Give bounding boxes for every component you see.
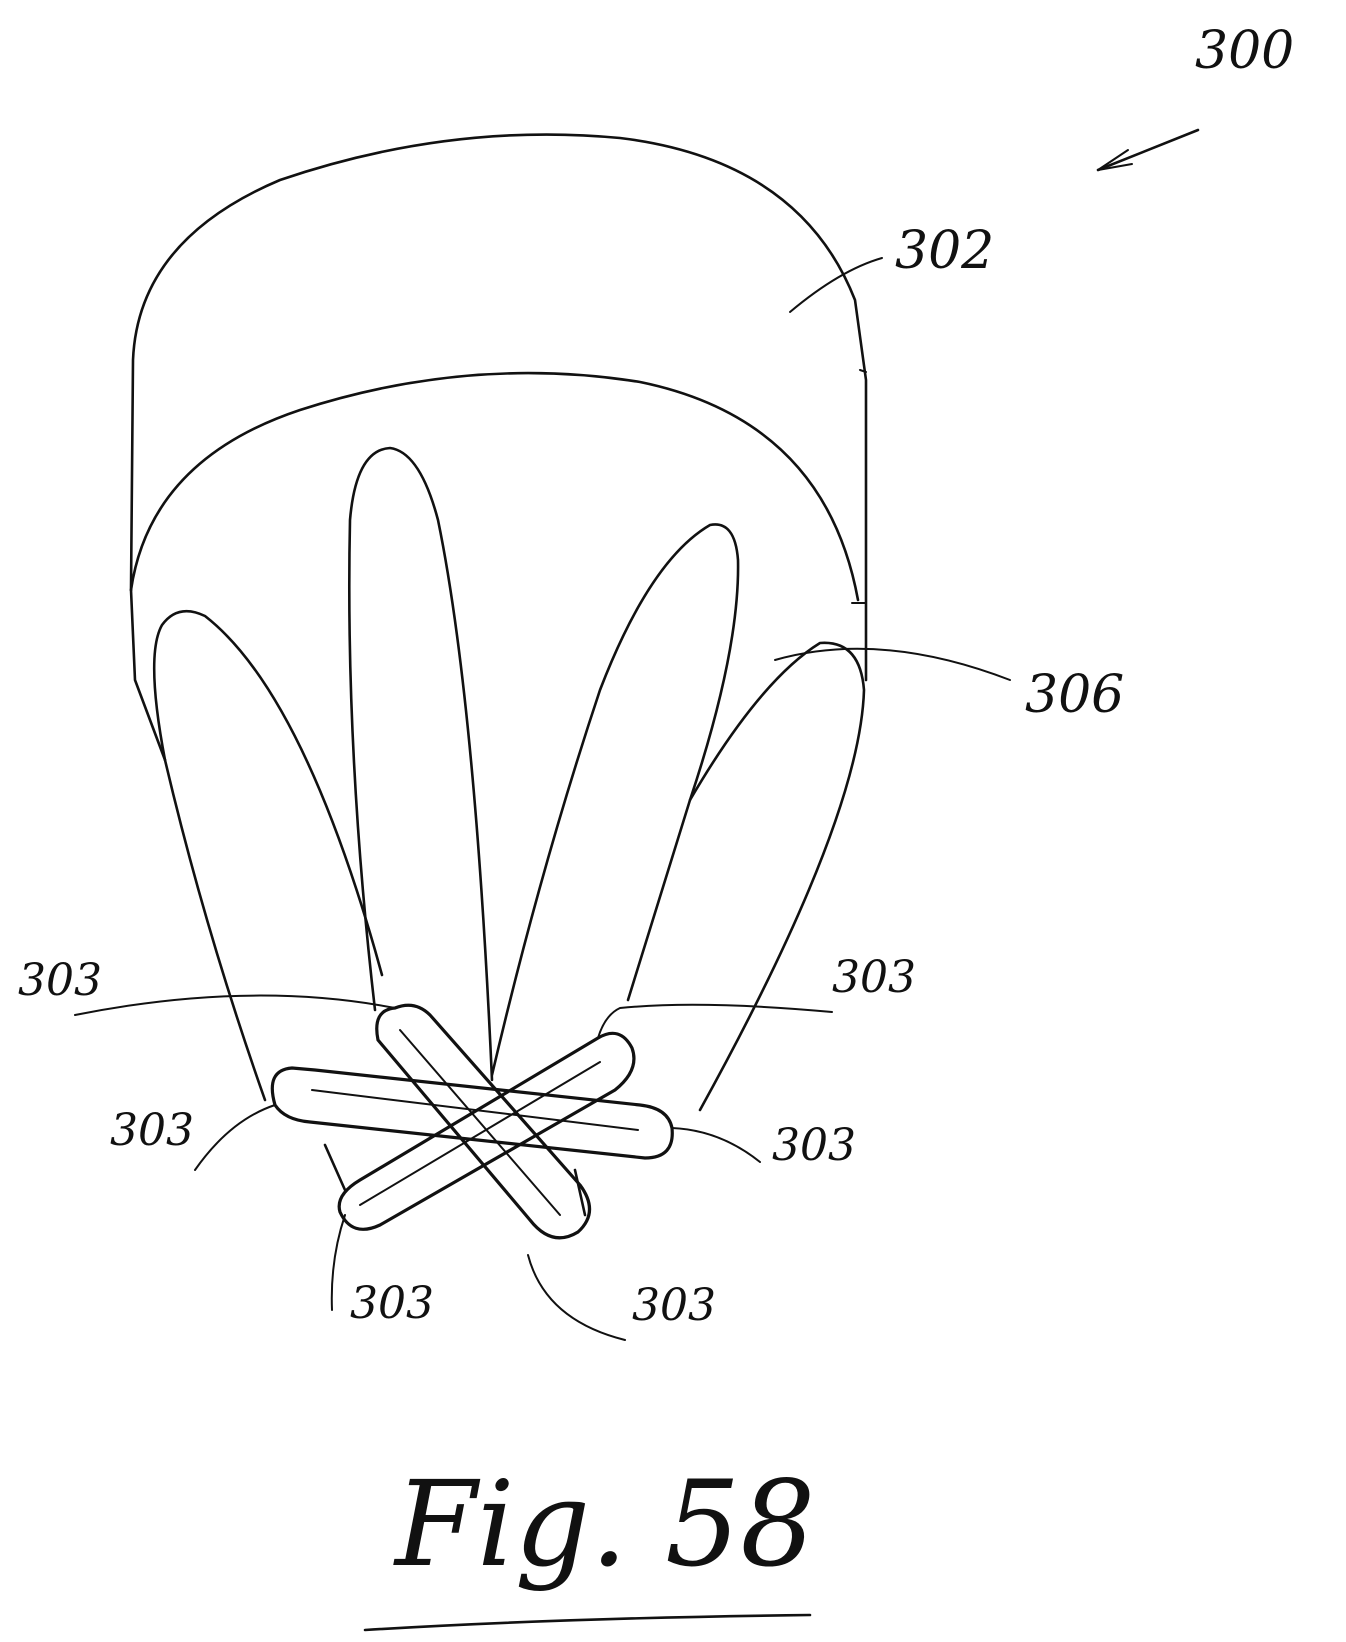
label-300: 300: [1195, 21, 1294, 81]
assembly-arrow-icon: [1098, 130, 1198, 170]
label-303-lower-left: 303: [350, 1278, 434, 1329]
caption-underline: [365, 1615, 810, 1630]
petal-center-right: [492, 524, 738, 1075]
leader-lines-303: [75, 996, 832, 1340]
label-306: 306: [1025, 665, 1124, 725]
label-303-upper-right: 303: [832, 952, 916, 1003]
leader-lines-body: [775, 258, 1010, 680]
label-303-mid-left: 303: [110, 1105, 194, 1156]
figure-caption: Fig. 58: [393, 1455, 815, 1593]
label-303-lower-right: 303: [632, 1280, 716, 1331]
label-303-mid-right: 303: [772, 1120, 856, 1171]
petal-left: [154, 611, 382, 975]
label-302: 302: [895, 221, 994, 281]
top-body-outline: [131, 135, 866, 680]
label-303-upper-left: 303: [18, 955, 102, 1006]
body-side-lines: [165, 760, 585, 1215]
petal-center: [349, 448, 492, 1080]
